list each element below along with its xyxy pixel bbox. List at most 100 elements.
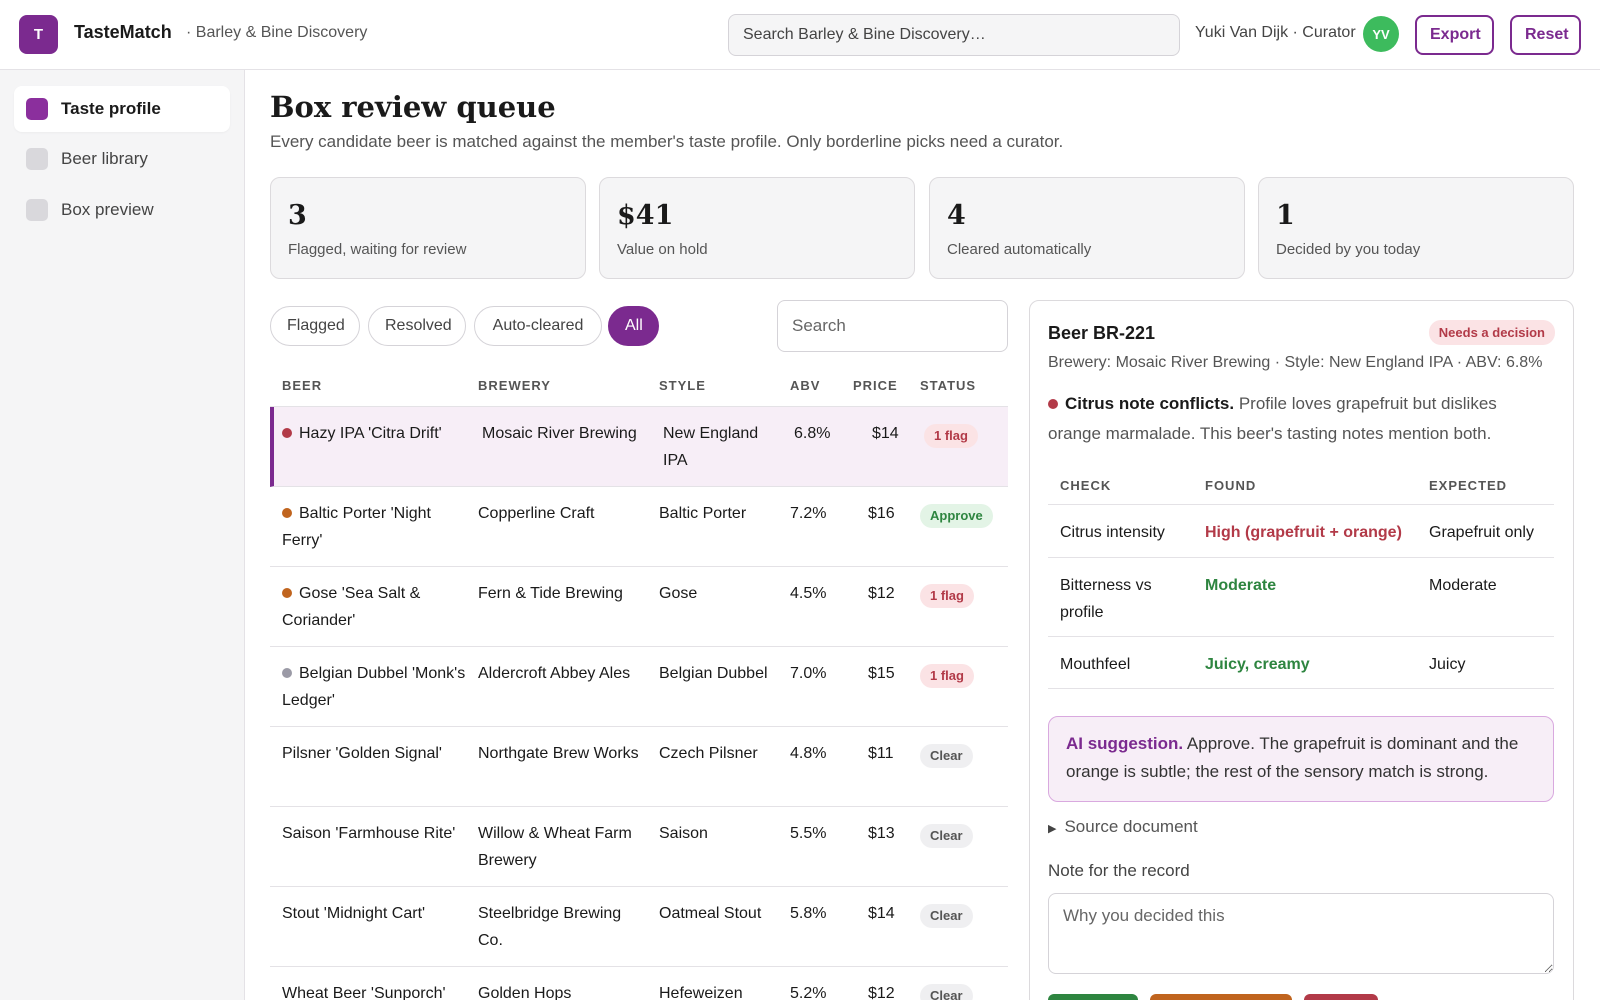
check-row: Citrus intensity High (grapefruit + orang…	[1048, 505, 1554, 558]
beer-name-text: Wheat Beer 'Sunporch'	[282, 985, 446, 1000]
reset-button[interactable]: Reset	[1510, 15, 1581, 55]
beer-name: Pilsner 'Golden Signal'	[282, 740, 467, 767]
column-header: CHECK	[1060, 478, 1112, 493]
check-found: Juicy, creamy	[1205, 656, 1310, 673]
hold-button[interactable]	[1150, 994, 1292, 1000]
beer-name-text: Belgian Dubbel 'Monk's Ledger'	[282, 665, 466, 709]
table-row[interactable]: Saison 'Farmhouse Rite' Willow & Wheat Fa…	[270, 807, 1008, 887]
brewery: Mosaic River Brewing	[482, 425, 637, 442]
column-header[interactable]: STATUS	[920, 378, 977, 393]
sidebar-item-label: Taste profile	[61, 99, 161, 118]
table-row[interactable]: Gose 'Sea Salt & Coriander' Fern & Tide B…	[270, 567, 1008, 647]
stat-card-decided: 1 Decided by you today	[1258, 177, 1574, 279]
note-label: Note for the record	[1048, 861, 1190, 880]
filter-resolved[interactable]: Resolved	[368, 306, 466, 346]
column-header[interactable]: PRICE	[853, 378, 898, 393]
beer-name: Saison 'Farmhouse Rite'	[282, 820, 467, 847]
filter-all[interactable]: All	[608, 306, 659, 346]
stat-value: 4	[947, 200, 966, 231]
status-badge: 1 flag	[920, 584, 974, 608]
detail-title: Beer BR-221	[1048, 323, 1156, 343]
table-body: Hazy IPA 'Citra Drift' Mosaic River Brewi…	[270, 407, 1008, 1000]
abv: 7.0%	[790, 665, 827, 682]
beer-name: Belgian Dubbel 'Monk's Ledger'	[282, 660, 467, 714]
status: Clear	[920, 742, 973, 769]
stat-card-cleared: 4 Cleared automatically	[929, 177, 1245, 279]
check-row: Mouthfeel Juicy, creamy Juicy	[1048, 637, 1554, 689]
ai-text: Approve. The grapefruit is dominant and …	[1066, 734, 1519, 781]
source-document-toggle[interactable]: ▶ Source document	[1048, 817, 1198, 837]
column-header[interactable]: STYLE	[659, 378, 706, 393]
stat-card-flagged: 3 Flagged, waiting for review	[270, 177, 586, 279]
brewery: Aldercroft Abbey Ales	[478, 665, 631, 682]
table-search-input[interactable]	[777, 300, 1008, 352]
note-textarea[interactable]	[1048, 893, 1554, 974]
price: $13	[868, 825, 895, 842]
export-button[interactable]: Export	[1415, 15, 1494, 55]
price: $12	[868, 585, 895, 602]
table-row[interactable]: Baltic Porter 'Night Ferry' Copperline Cr…	[270, 487, 1008, 567]
status: Approve	[920, 502, 993, 529]
price: $14	[872, 425, 899, 442]
beer-table: BEER BREWERY STYLE ABV PRICE STATUS Hazy…	[270, 365, 1008, 1000]
global-search-input[interactable]	[728, 14, 1180, 56]
approve-button[interactable]	[1048, 994, 1138, 1000]
stat-label: Cleared automatically	[947, 241, 1092, 258]
table-row[interactable]: Pilsner 'Golden Signal' Northgate Brew Wo…	[270, 727, 1008, 807]
price: $16	[868, 505, 895, 522]
stat-value: $41	[617, 200, 674, 231]
app-logo: T	[19, 15, 58, 54]
conflict-title: Citrus note conflicts.	[1065, 394, 1235, 413]
beer-library-icon	[26, 148, 48, 170]
status-badge: Clear	[920, 904, 973, 928]
status-badge: Clear	[920, 744, 973, 768]
status-badge: Clear	[920, 984, 973, 1000]
checks-table: CHECK FOUND EXPECTED Citrus intensity Hig…	[1048, 461, 1554, 689]
column-header[interactable]: BEER	[282, 378, 323, 393]
style: Hefeweizen	[659, 985, 743, 1000]
sidebar: Taste profile Beer library Box preview	[0, 70, 245, 1000]
check-name: Mouthfeel	[1060, 656, 1131, 673]
source-label: Source document	[1064, 817, 1198, 836]
style: Oatmeal Stout	[659, 905, 762, 922]
sidebar-item-taste-profile[interactable]: Taste profile	[14, 86, 230, 132]
conflict-text: Profile loves grapefruit but dislikes or…	[1048, 394, 1497, 443]
filter-flagged[interactable]: Flagged	[270, 306, 360, 346]
page-title: Box review queue	[270, 90, 556, 124]
status-badge: 1 flag	[920, 664, 974, 688]
brewery: Steelbridge Brewing Co.	[478, 905, 622, 949]
beer-name-text: Pilsner 'Golden Signal'	[282, 745, 442, 762]
table-row[interactable]: Wheat Beer 'Sunporch' Golden Hops Hefeweiz…	[270, 967, 1008, 1000]
check-expected: Moderate	[1429, 577, 1497, 594]
check-found: Moderate	[1205, 577, 1277, 594]
user-name: Yuki Van Dijk · Curator	[1195, 24, 1356, 41]
status-badge: Needs a decision	[1428, 320, 1555, 345]
column-header[interactable]: BREWERY	[478, 378, 551, 393]
check-found: High (grapefruit + orange)	[1205, 524, 1402, 541]
checks-header: CHECK FOUND EXPECTED	[1048, 461, 1554, 505]
conflict-dot-icon	[1048, 399, 1058, 409]
table-row[interactable]: Hazy IPA 'Citra Drift' Mosaic River Brewi…	[270, 407, 1008, 487]
style: Belgian Dubbel	[659, 665, 768, 682]
style: Saison	[659, 825, 708, 842]
beer-name: Hazy IPA 'Citra Drift'	[282, 420, 467, 447]
avatar[interactable]: YV	[1363, 16, 1399, 52]
taste-profile-icon	[26, 98, 48, 120]
table-row[interactable]: Stout 'Midnight Cart' Steelbridge Brewing…	[270, 887, 1008, 967]
reject-button[interactable]	[1304, 994, 1378, 1000]
sidebar-item-box-preview[interactable]: Box preview	[14, 187, 230, 233]
check-expected: Grapefruit only	[1429, 524, 1534, 541]
status-badge: Approve	[920, 504, 993, 528]
style: Czech Pilsner	[659, 745, 758, 762]
stat-value: 1	[1276, 200, 1295, 231]
filter-auto-cleared[interactable]: Auto-cleared	[474, 306, 602, 346]
ai-suggestion: AI suggestion. Approve. The grapefruit i…	[1048, 716, 1554, 802]
detail-panel: Beer BR-221 Needs a decision Brewery: Mo…	[1029, 300, 1574, 1000]
check-name: Bitterness vs profile	[1060, 577, 1152, 621]
column-header[interactable]: ABV	[790, 378, 821, 393]
sidebar-item-beer-library[interactable]: Beer library	[14, 136, 230, 182]
table-row[interactable]: Belgian Dubbel 'Monk's Ledger' Aldercroft…	[270, 647, 1008, 727]
status: Clear	[920, 982, 973, 1000]
brewery: Willow & Wheat Farm Brewery	[478, 825, 632, 869]
stat-label: Value on hold	[617, 241, 708, 258]
